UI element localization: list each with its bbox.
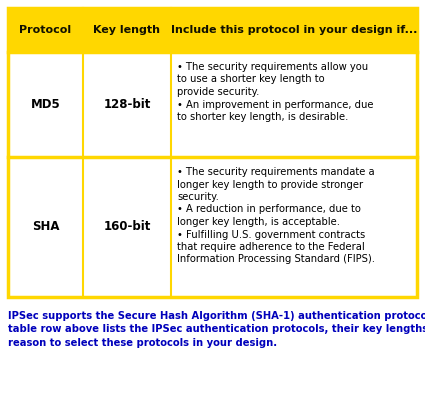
Text: to use a shorter key length to: to use a shorter key length to: [177, 74, 325, 84]
Text: longer key length, is acceptable.: longer key length, is acceptable.: [177, 217, 340, 227]
Bar: [8, 157, 417, 297]
Text: 128-bit: 128-bit: [103, 98, 151, 111]
Text: Protocol: Protocol: [20, 25, 71, 35]
Text: MD5: MD5: [31, 98, 60, 111]
Text: SHA: SHA: [32, 220, 59, 234]
Text: • The security requirements mandate a: • The security requirements mandate a: [177, 167, 374, 177]
Bar: [8, 52, 417, 157]
Text: Include this protocol in your design if...: Include this protocol in your design if.…: [171, 25, 417, 35]
Text: that require adherence to the Federal: that require adherence to the Federal: [177, 242, 365, 252]
Text: 160-bit: 160-bit: [103, 220, 151, 234]
Text: security.: security.: [177, 192, 219, 202]
Text: reason to select these protocols in your design.: reason to select these protocols in your…: [8, 338, 277, 348]
Text: Key length: Key length: [94, 25, 161, 35]
Text: longer key length to provide stronger: longer key length to provide stronger: [177, 179, 363, 189]
Text: table row above lists the IPSec authentication protocols, their key lengths, and: table row above lists the IPSec authenti…: [8, 324, 425, 334]
Text: provide security.: provide security.: [177, 87, 259, 97]
Text: • The security requirements allow you: • The security requirements allow you: [177, 62, 368, 72]
Text: to shorter key length, is desirable.: to shorter key length, is desirable.: [177, 112, 348, 122]
Text: • An improvement in performance, due: • An improvement in performance, due: [177, 100, 374, 109]
Text: Information Processing Standard (FIPS).: Information Processing Standard (FIPS).: [177, 254, 375, 265]
Text: IPSec supports the Secure Hash Algorithm (SHA-1) authentication protocols. The: IPSec supports the Secure Hash Algorithm…: [8, 311, 425, 321]
Text: • A reduction in performance, due to: • A reduction in performance, due to: [177, 205, 361, 215]
Bar: [8, 8, 417, 297]
Bar: [8, 8, 417, 52]
Text: • Fulfilling U.S. government contracts: • Fulfilling U.S. government contracts: [177, 230, 365, 240]
